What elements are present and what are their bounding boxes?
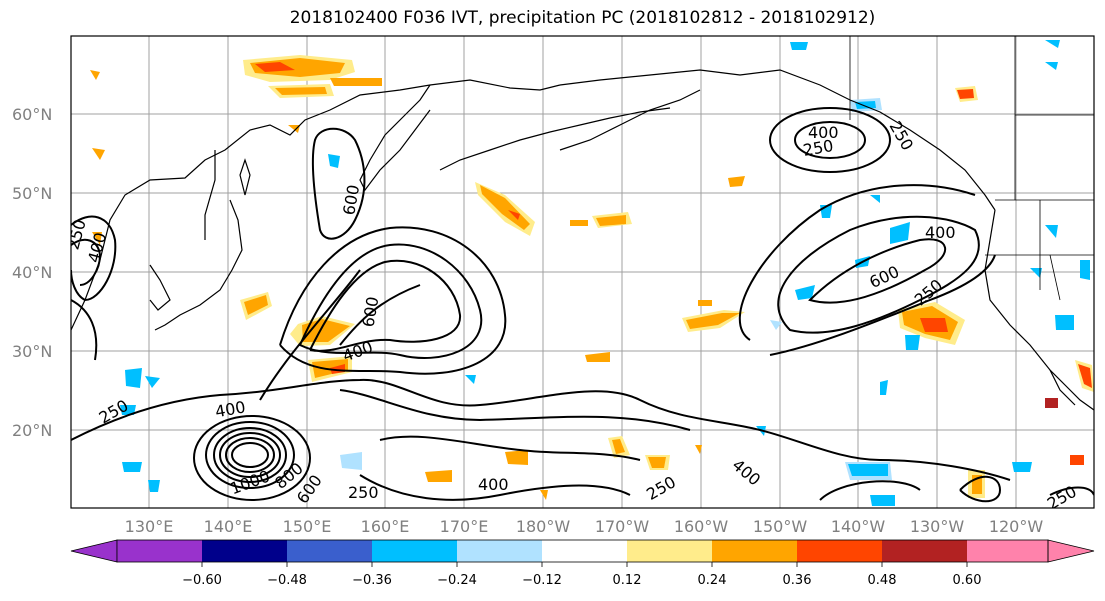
colorbar-swatch <box>117 540 202 562</box>
colorbar-extend-high <box>1047 539 1095 563</box>
lon-label: 160°E <box>361 517 410 536</box>
colorbar-tick-label: 0.48 <box>868 573 897 588</box>
lat-label: 20°N <box>12 421 52 440</box>
colorbar-tick-label: −0.12 <box>522 573 562 588</box>
lat-label: 40°N <box>12 263 52 282</box>
latitude-axis: 20°N 30°N 40°N 50°N 60°N <box>12 105 52 440</box>
colorbar-outline <box>116 539 1049 563</box>
colorbar-swatch <box>372 540 457 562</box>
colorbar-tick-label: 0.24 <box>698 573 727 588</box>
colorbar-swatch <box>457 540 542 562</box>
colorbar: −0.60 −0.48 −0.36 −0.24 −0.12 0.12 0.24 … <box>70 539 1095 588</box>
colorbar-swatch <box>712 540 797 562</box>
lon-label: 120°W <box>989 517 1044 536</box>
colorbar-tick-label: 0.12 <box>613 573 642 588</box>
map-border <box>70 35 1095 509</box>
contour-labels: 250 400 600 250 400 600 800 1000 600 250… <box>71 118 1080 508</box>
colorbar-swatch <box>797 540 882 562</box>
lon-label: 180°W <box>516 517 571 536</box>
longitude-axis: 130°E 140°E 150°E 160°E 170°E 180°W 170°… <box>125 517 1044 536</box>
map-title: 2018102400 F036 IVT, precipitation PC (2… <box>289 8 876 28</box>
colorbar-swatch <box>202 540 287 562</box>
lon-label: 140°E <box>204 517 253 536</box>
lon-label: 130°E <box>125 517 174 536</box>
colorbar-extend-low <box>70 539 118 563</box>
lat-label: 50°N <box>12 184 52 203</box>
lat-label: 30°N <box>12 342 52 361</box>
colorbar-tick-label: 0.60 <box>953 573 982 588</box>
lon-label: 170°E <box>440 517 489 536</box>
colorbar-swatch <box>967 540 1048 562</box>
lon-label: 130°W <box>910 517 965 536</box>
lon-label: 160°W <box>674 517 729 536</box>
colorbar-swatch <box>882 540 967 562</box>
lon-label: 140°W <box>831 517 886 536</box>
lon-label: 150°W <box>753 517 808 536</box>
colorbar-swatch <box>542 540 627 562</box>
colorbar-swatch <box>627 540 712 562</box>
lon-label: 150°E <box>283 517 332 536</box>
colorbar-tick-label: −0.60 <box>182 573 222 588</box>
contour-label: 400 <box>925 223 956 242</box>
precip-negative-patches <box>120 40 1090 506</box>
contour-label: 400 <box>808 123 839 142</box>
colorbar-swatch <box>287 540 372 562</box>
lat-label: 60°N <box>12 105 52 124</box>
colorbar-ticks <box>201 562 968 567</box>
colorbar-tick-label: 0.36 <box>783 573 812 588</box>
contour-label: 400 <box>478 475 509 494</box>
colorbar-tick-label: −0.36 <box>352 573 392 588</box>
precip-positive-patches <box>90 55 1094 500</box>
ivt-contours <box>71 107 1094 503</box>
colorbar-tick-label: −0.48 <box>267 573 307 588</box>
admin-borders <box>849 36 1094 301</box>
contour-label: 250 <box>348 483 379 502</box>
colorbar-tick-label: −0.24 <box>437 573 477 588</box>
graticule <box>71 36 1094 508</box>
lon-label: 170°W <box>595 517 650 536</box>
coastlines <box>71 69 1094 411</box>
